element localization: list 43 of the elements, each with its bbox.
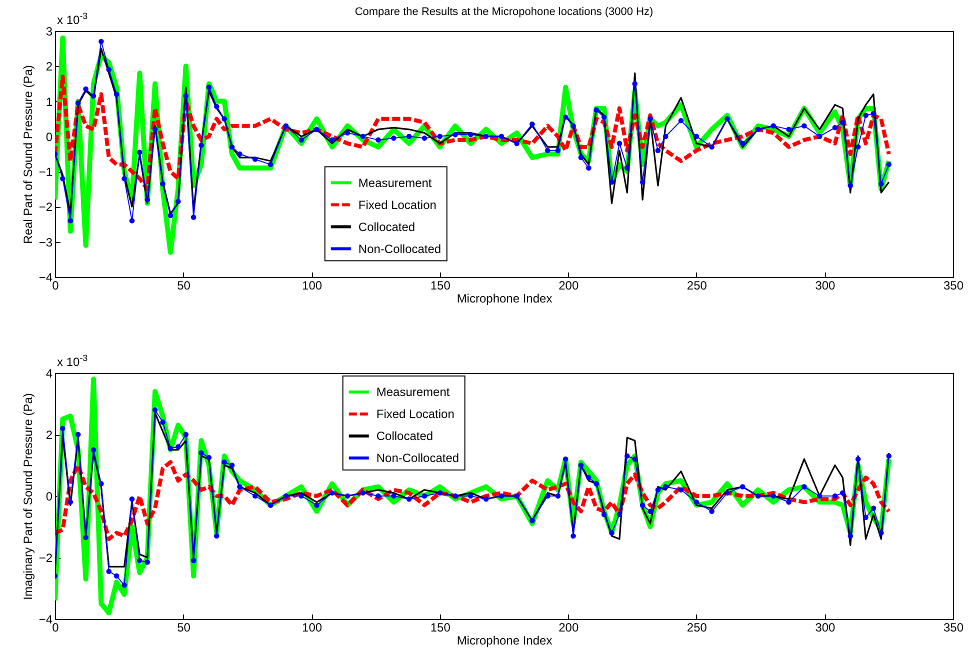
y-tick-label: 1	[46, 94, 53, 109]
y-tick-label: 2	[46, 428, 53, 442]
y-tick-label: −2	[38, 200, 53, 214]
legend-label: Measurement	[358, 176, 432, 190]
chart-title: Compare the Results at the Micropohone locations (3000 Hz)	[354, 6, 654, 18]
y-tick-label: 0	[46, 490, 53, 504]
y-tick-label: 4	[46, 366, 53, 380]
y-axis-title: Imaginary Part of Sound Pressure (Pa)	[20, 393, 35, 600]
legend-label: Non-Collocated	[358, 242, 442, 256]
text: x 10$^{-3}$	[57, 11, 88, 27]
x-tick-label: 250	[686, 620, 708, 634]
x-tick-label: 150	[430, 278, 451, 292]
x-axis-title: Microphone Index	[456, 634, 552, 648]
y-tick-label: −4	[38, 612, 53, 626]
legend-label: Non-Collocated	[376, 450, 460, 465]
line-series	[55, 74, 891, 192]
legend-label: Collocated	[376, 428, 434, 443]
y-tick-label: 0	[46, 130, 53, 144]
x-tick-label: 200	[558, 620, 579, 634]
legend-label: Fixed Location	[376, 406, 454, 421]
y-axis-title: Real Part of Sound Pressure (Pa)	[20, 65, 35, 244]
x-tick-label: 200	[558, 278, 579, 292]
x-tick-label: 150	[430, 620, 451, 634]
x-tick-label: 100	[302, 620, 322, 634]
x-tick-label: 250	[686, 278, 708, 292]
y-tick-label: −3	[38, 235, 53, 250]
legend-label: Measurement	[376, 384, 450, 399]
x-tick-label: 350	[943, 620, 964, 634]
x-tick-label: 300	[815, 278, 836, 292]
x-tick-label: 350	[943, 278, 964, 292]
x-tick-label: 50	[177, 620, 191, 634]
x-tick-label: 300	[815, 620, 836, 634]
x-tick-label: 100	[302, 278, 322, 292]
y-tick-label: −4	[38, 270, 53, 284]
x-tick-label: 50	[177, 278, 191, 292]
legend-label: Collocated	[358, 220, 416, 234]
y-tick-label: −2	[38, 551, 53, 565]
legend-label: Fixed Location	[358, 198, 436, 212]
text: x 10$^{-3}$	[57, 353, 88, 369]
y-tick-label: 3	[46, 24, 53, 38]
y-tick-label: 2	[46, 60, 53, 74]
y-tick-label: −1	[38, 165, 53, 180]
x-axis-title: Microphone Index	[456, 292, 552, 306]
